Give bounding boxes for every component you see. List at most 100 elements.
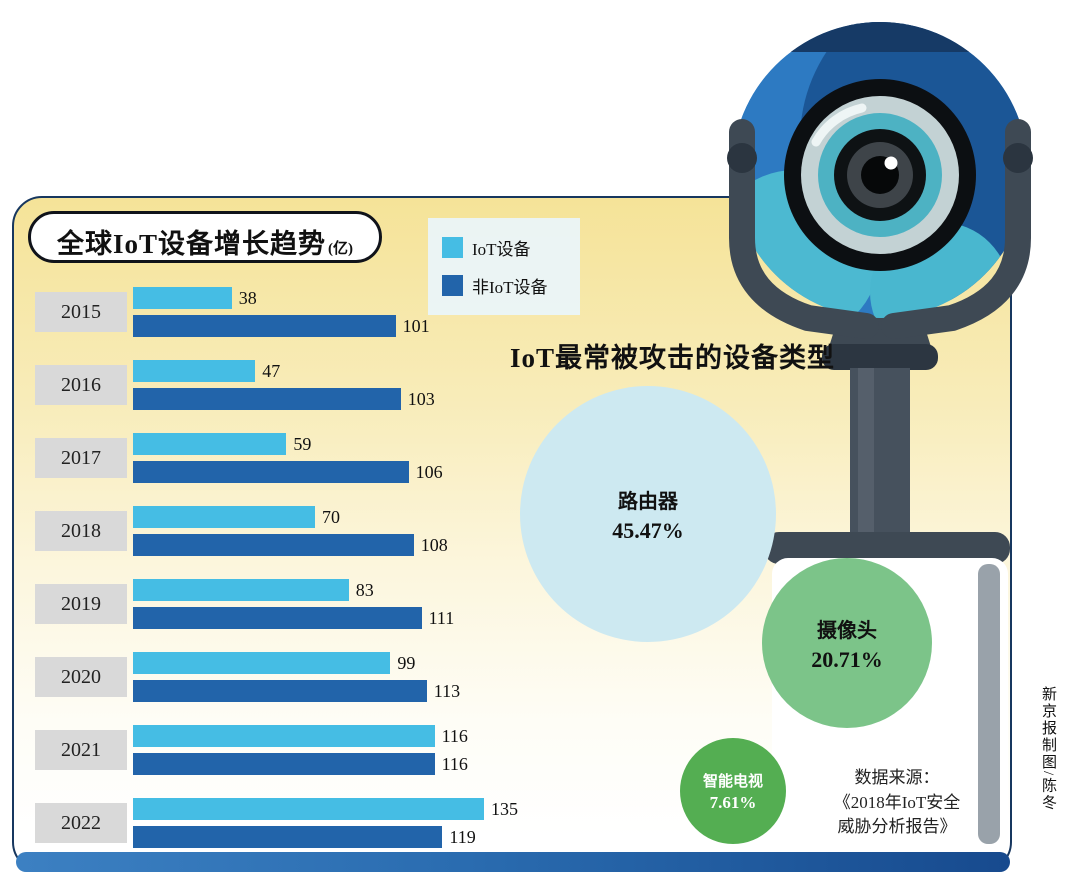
bar-value: 38 [238,287,257,308]
bar-line: 119 [133,826,518,848]
iot-bar [133,287,232,309]
non-iot-bar [133,388,401,410]
bar-line: 113 [133,680,460,702]
non-iot-bar [133,534,414,556]
data-source-line: 数据来源： [854,768,940,787]
bar-value: 47 [262,360,281,381]
legend-label: IoT设备 [472,240,531,259]
bar-value: 59 [293,433,312,454]
bar-pair: 116 116 [133,725,468,775]
legend-item-iot: IoT设备 [442,235,566,260]
bar-value: 108 [420,534,448,555]
iot-bar [133,579,349,601]
eye-highlight [884,156,898,170]
bar-pair: 47 103 [133,360,435,410]
bubble-router: 路由器 45.47% [520,386,776,642]
bar-value: 99 [397,652,416,673]
bar-group: 2019 83 111 [35,579,635,629]
year-label: 2022 [35,803,127,843]
bubble-value: 20.71% [811,646,883,672]
bar-value: 113 [433,680,461,701]
non-iot-bar [133,607,422,629]
year-label: 2015 [35,292,127,332]
bubble-camera: 摄像头 20.71% [762,558,932,728]
bar-group: 2021 116 116 [35,725,635,775]
bar-line: 111 [133,607,454,629]
bar-pair: 99 113 [133,652,460,702]
bar-line: 106 [133,461,443,483]
bar-value: 119 [449,826,476,847]
stand-leg [978,564,1000,844]
bar-group: 2022 135 119 [35,798,635,848]
bar-line: 70 [133,506,448,528]
legend-label: 非IoT设备 [472,278,548,297]
bar-value: 116 [441,725,468,746]
bar-value: 101 [402,315,430,336]
iot-bar [133,725,435,747]
year-label: 2019 [35,584,127,624]
bar-pair: 59 106 [133,433,443,483]
bar-value: 103 [407,388,435,409]
bar-value: 70 [322,506,340,527]
bar-value: 111 [428,607,455,628]
year-label: 2020 [35,657,127,697]
bar-value: 116 [441,753,468,774]
non-iot-bar [133,680,427,702]
bubble-smart-tv: 智能电视 7.61% [680,738,786,844]
year-label: 2016 [35,365,127,405]
bar-line: 101 [133,315,430,337]
bar-line: 116 [133,753,468,775]
bottom-accent-bar [16,852,1010,872]
year-label: 2017 [35,438,127,478]
bar-line: 99 [133,652,460,674]
bar-line: 116 [133,725,468,747]
year-label: 2021 [35,730,127,770]
bar-pair: 135 119 [133,798,518,848]
data-source: 数据来源： 《2018年IoT安全 威胁分析报告》 [806,766,988,840]
bar-group: 2017 59 106 [35,433,635,483]
legend-item-non-iot: 非IoT设备 [442,273,566,298]
credit-text: 新京报制图/陈冬 [1040,686,1056,812]
non-iot-bar [133,826,443,848]
bar-chart: 2015 38 101 2016 47 103 2017 59 106 2018 70 108 2019… [35,287,635,871]
bubble-value: 7.61% [709,792,757,812]
bar-group: 2018 70 108 [35,506,635,556]
data-source-line: 《2018年IoT安全 [833,792,961,812]
iot-bar [133,652,391,674]
bar-pair: 70 108 [133,506,448,556]
bubble-label: 智能电视 [702,773,763,790]
bar-line: 108 [133,534,448,556]
iot-bar [133,360,256,382]
bar-group: 2016 47 103 [35,360,635,410]
bar-chart-title-text: 全球IoT设备增长趋势 [57,229,327,259]
camera-mount-arms [727,119,1033,339]
bar-line: 135 [133,798,518,820]
non-iot-bar [133,461,409,483]
iot-bar [133,798,484,820]
bar-line: 103 [133,388,435,410]
bar-group: 2020 99 113 [35,652,635,702]
bar-value: 83 [355,579,374,600]
bar-pair: 83 111 [133,579,454,629]
legend: IoT设备 非IoT设备 [428,218,580,315]
iot-bar [133,506,315,528]
bar-line: 47 [133,360,435,382]
bar-chart-title: 全球IoT设备增长趋势 (亿) [28,211,383,263]
legend-swatch-non-iot [442,275,463,296]
webcam-illustration [727,22,1033,850]
bar-value: 106 [415,461,443,482]
iot-bar [133,433,287,455]
bubble-label: 摄像头 [817,619,877,642]
bar-value: 135 [491,798,518,819]
bubble-label: 路由器 [618,490,678,513]
bar-chart-unit: (亿) [328,241,354,257]
bar-pair: 38 101 [133,287,430,337]
data-source-line: 威胁分析报告》 [837,817,957,837]
bar-line: 83 [133,579,454,601]
year-label: 2018 [35,511,127,551]
non-iot-bar [133,315,396,337]
bubble-chart-title: IoT最常被攻击的设备类型 [509,343,836,373]
bar-line: 59 [133,433,443,455]
legend-swatch-iot [442,237,463,258]
